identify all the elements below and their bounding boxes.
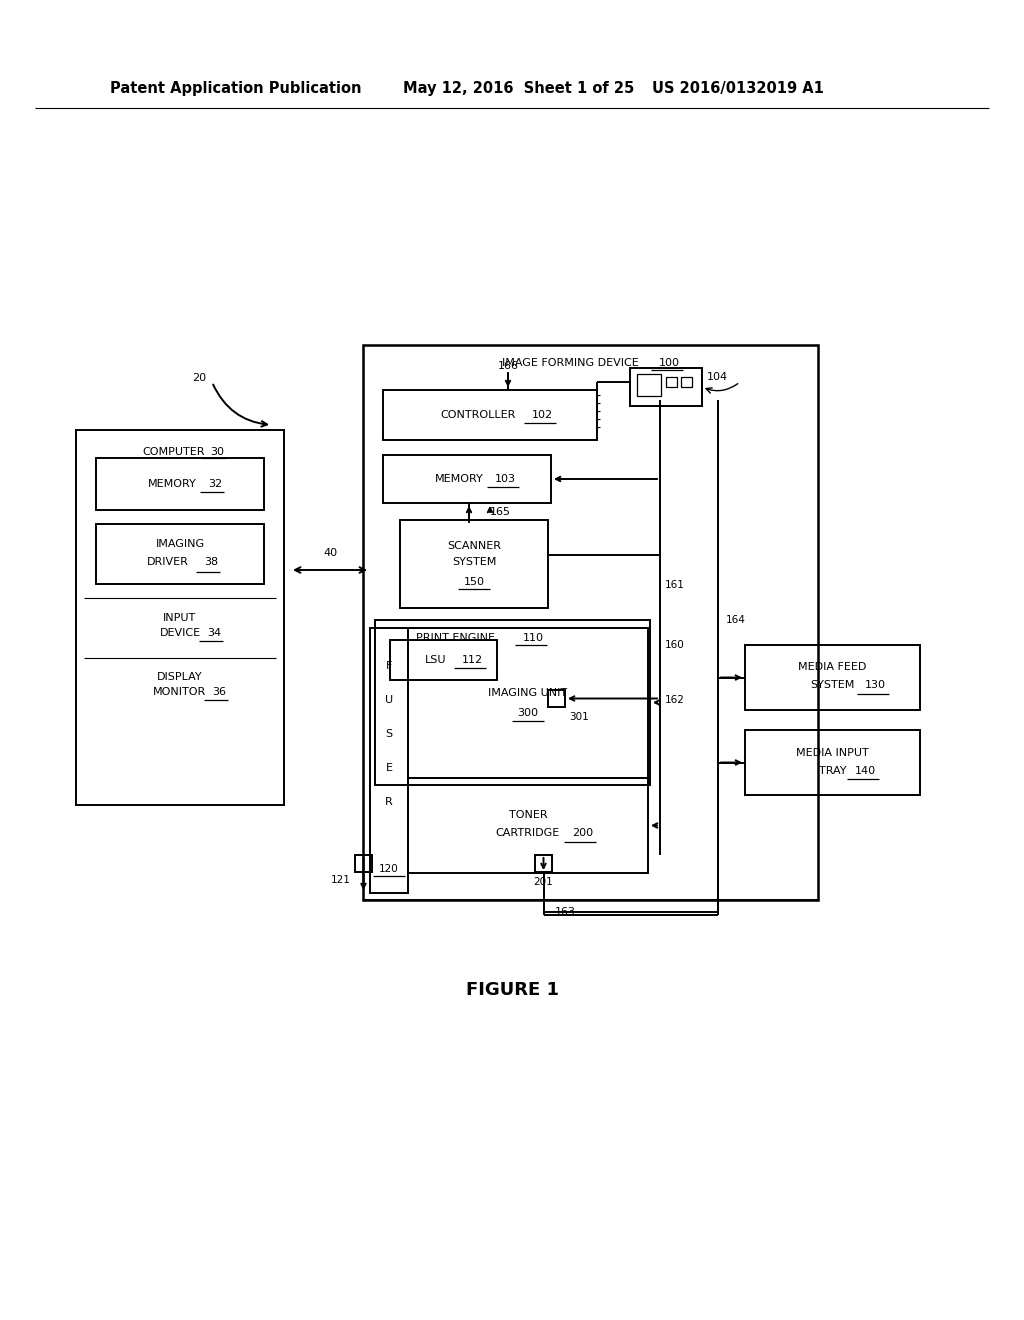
- Bar: [383, 455, 551, 503]
- Text: U: U: [385, 696, 393, 705]
- Bar: [355, 855, 372, 873]
- Text: 163: 163: [555, 907, 575, 917]
- Text: COMPUTER: COMPUTER: [142, 447, 205, 457]
- Bar: [408, 628, 648, 777]
- Text: Patent Application Publication: Patent Application Publication: [110, 81, 361, 95]
- Text: LSU: LSU: [425, 655, 446, 665]
- Text: INPUT: INPUT: [164, 612, 197, 623]
- Text: TONER: TONER: [509, 810, 547, 821]
- Text: SYSTEM: SYSTEM: [452, 557, 497, 568]
- Text: 120: 120: [379, 865, 399, 874]
- Text: SCANNER: SCANNER: [447, 541, 501, 550]
- Text: US 2016/0132019 A1: US 2016/0132019 A1: [652, 81, 824, 95]
- Text: 34: 34: [207, 628, 221, 638]
- Bar: [390, 640, 497, 680]
- Bar: [76, 430, 284, 805]
- Bar: [96, 524, 264, 583]
- Text: 36: 36: [212, 686, 226, 697]
- Text: 130: 130: [864, 681, 886, 690]
- Text: May 12, 2016  Sheet 1 of 25: May 12, 2016 Sheet 1 of 25: [403, 81, 634, 95]
- Text: 121: 121: [331, 875, 351, 884]
- Bar: [745, 730, 920, 795]
- Text: 300: 300: [517, 708, 539, 718]
- Bar: [370, 628, 408, 894]
- Bar: [630, 368, 702, 407]
- Text: PRINT ENGINE: PRINT ENGINE: [416, 634, 495, 643]
- Bar: [375, 620, 650, 785]
- Text: MEDIA INPUT: MEDIA INPUT: [796, 747, 869, 758]
- Text: 102: 102: [532, 411, 553, 420]
- Text: DRIVER: DRIVER: [147, 557, 189, 568]
- Text: 162: 162: [665, 696, 685, 705]
- Text: IMAGING UNIT: IMAGING UNIT: [488, 688, 567, 698]
- Bar: [400, 520, 548, 609]
- Text: F: F: [386, 661, 392, 671]
- Bar: [96, 458, 264, 510]
- Text: S: S: [385, 729, 392, 739]
- Text: DEVICE: DEVICE: [160, 628, 201, 638]
- Text: MEMORY: MEMORY: [147, 479, 197, 488]
- Text: 40: 40: [323, 548, 337, 558]
- Text: 165: 165: [490, 507, 511, 517]
- Text: 166: 166: [498, 360, 518, 371]
- Text: SYSTEM: SYSTEM: [810, 681, 855, 690]
- Text: MEDIA FEED: MEDIA FEED: [799, 663, 866, 672]
- Bar: [666, 378, 677, 387]
- Text: 161: 161: [665, 579, 685, 590]
- Text: R: R: [385, 797, 393, 807]
- Text: 110: 110: [523, 634, 544, 643]
- Text: FIGURE 1: FIGURE 1: [466, 981, 558, 999]
- Bar: [548, 690, 565, 708]
- Text: MONITOR: MONITOR: [154, 686, 207, 697]
- Text: 20: 20: [193, 374, 206, 383]
- Text: IMAGING: IMAGING: [156, 539, 205, 549]
- Bar: [637, 374, 662, 396]
- Text: 104: 104: [707, 372, 728, 381]
- Text: E: E: [385, 763, 392, 774]
- Text: 140: 140: [854, 766, 876, 776]
- Text: DISPLAY: DISPLAY: [158, 672, 203, 682]
- Text: 160: 160: [665, 640, 685, 649]
- Text: 30: 30: [210, 447, 224, 457]
- Bar: [681, 378, 692, 387]
- Bar: [745, 645, 920, 710]
- Bar: [408, 777, 648, 873]
- Text: 164: 164: [726, 615, 745, 624]
- Text: TRAY: TRAY: [819, 766, 846, 776]
- Text: CONTROLLER: CONTROLLER: [440, 411, 516, 420]
- Text: 112: 112: [462, 655, 482, 665]
- Text: 301: 301: [569, 711, 589, 722]
- Text: 201: 201: [534, 876, 553, 887]
- Bar: [362, 345, 818, 900]
- Text: CARTRIDGE: CARTRIDGE: [496, 829, 560, 838]
- Text: MEMORY: MEMORY: [434, 474, 483, 484]
- Text: 32: 32: [208, 479, 222, 488]
- Text: 200: 200: [572, 829, 593, 838]
- Text: 100: 100: [658, 358, 680, 368]
- Text: IMAGE FORMING DEVICE: IMAGE FORMING DEVICE: [502, 358, 639, 368]
- Text: 150: 150: [464, 577, 484, 587]
- Text: 103: 103: [495, 474, 516, 484]
- Bar: [535, 855, 552, 873]
- Text: 38: 38: [204, 557, 218, 568]
- Bar: [383, 389, 597, 440]
